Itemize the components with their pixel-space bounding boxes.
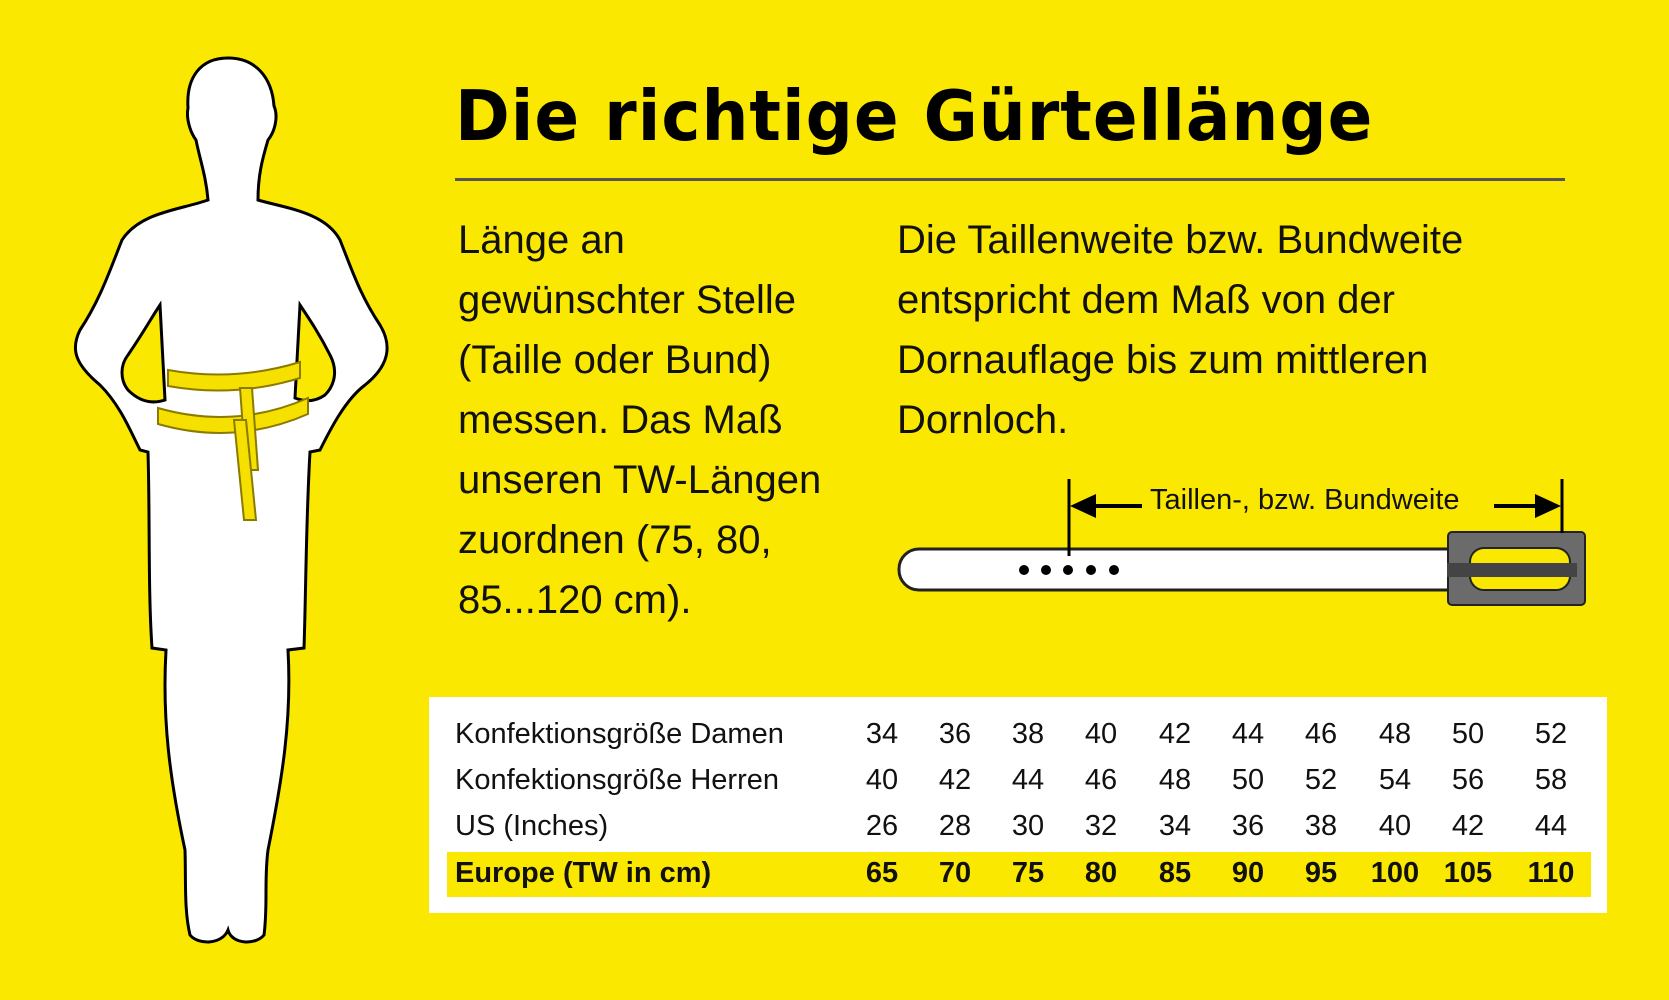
table-cell: 44 — [1231, 718, 1265, 750]
table-cell: 40 — [1378, 810, 1412, 842]
text-line: unseren TW-Längen — [458, 458, 822, 502]
table-cell: 50 — [1451, 718, 1485, 750]
table-cell: 105 — [1443, 857, 1493, 889]
table-cell: 42 — [1158, 718, 1192, 750]
table-cell: 52 — [1534, 718, 1568, 750]
belt-strap — [897, 547, 1521, 592]
text-line: Dornloch. — [897, 398, 1069, 442]
table-cell: 34 — [1158, 810, 1192, 842]
table-cell: 34 — [865, 718, 899, 750]
arrow-right-icon — [1494, 494, 1561, 518]
table-cell: 32 — [1084, 810, 1118, 842]
text-line: Die Taillenweite bzw. Bundweite — [897, 218, 1464, 262]
table-cell: 36 — [938, 718, 972, 750]
table-cell: 46 — [1084, 764, 1118, 796]
table-cell: 38 — [1304, 810, 1338, 842]
text-line: entspricht dem Maß von der — [897, 278, 1395, 322]
text-line: zuordnen (75, 80, — [458, 518, 772, 562]
text-line: messen. Das Maß — [458, 398, 783, 442]
belt-buckle — [1447, 531, 1586, 606]
table-cell: 65 — [865, 857, 899, 889]
table-cell: 28 — [938, 810, 972, 842]
title-divider — [455, 178, 1565, 181]
waist-definition: Die Taillenweite bzw. Bundweite entspric… — [897, 210, 1617, 450]
text-line: 85...120 cm). — [458, 578, 692, 622]
table-cell: 56 — [1451, 764, 1485, 796]
measuring-instructions: Länge an gewünschter Stelle (Taille oder… — [458, 210, 878, 630]
woman-silhouette-illustration — [73, 56, 389, 944]
belt-holes — [1019, 565, 1119, 575]
table-cell: 40 — [1084, 718, 1118, 750]
table-cell: 54 — [1378, 764, 1412, 796]
body-outline — [73, 56, 389, 944]
table-cell: 80 — [1084, 857, 1118, 889]
table-cell: 50 — [1231, 764, 1265, 796]
text-line: (Taille oder Bund) — [458, 338, 772, 382]
table-cell: 46 — [1304, 718, 1338, 750]
measuring-tape-icon — [157, 360, 309, 521]
buckle-prong — [1447, 563, 1577, 577]
table-cell: 95 — [1304, 857, 1338, 889]
row-label: Konfektionsgröße Damen — [455, 718, 784, 750]
text-line: gewünschter Stelle — [458, 278, 796, 322]
table-cell: 48 — [1378, 718, 1412, 750]
table-cell: 40 — [865, 764, 899, 796]
table-cell: 26 — [865, 810, 899, 842]
row-label: Konfektionsgröße Herren — [455, 764, 779, 796]
table-cell: 75 — [1011, 857, 1045, 889]
text-line: Länge an — [458, 218, 625, 262]
row-label: US (Inches) — [455, 810, 609, 842]
table-cell: 36 — [1231, 810, 1265, 842]
table-cell: 90 — [1231, 857, 1265, 889]
table-cell: 100 — [1370, 857, 1420, 889]
text-line: Dornauflage bis zum mittleren — [897, 338, 1429, 382]
table-cell: 44 — [1534, 810, 1568, 842]
table-cell: 42 — [1451, 810, 1485, 842]
table-cell: 58 — [1534, 764, 1568, 796]
table-cell: 110 — [1527, 857, 1575, 889]
table-cell: 70 — [938, 857, 972, 889]
table-cell: 85 — [1158, 857, 1192, 889]
table-cell: 48 — [1158, 764, 1192, 796]
table-cell: 42 — [938, 764, 972, 796]
arrow-left-icon — [1070, 494, 1142, 518]
table-cell: 38 — [1011, 718, 1045, 750]
table-cell: 52 — [1304, 764, 1338, 796]
table-cell: 44 — [1011, 764, 1045, 796]
table-cell: 30 — [1011, 810, 1045, 842]
belt-measure-label: Taillen-, bzw. Bundweite — [1150, 484, 1460, 516]
row-label: Europe (TW in cm) — [455, 857, 712, 889]
europe-row-highlight — [447, 852, 1591, 897]
page-title: Die richtige Gürtellänge — [455, 76, 1374, 157]
